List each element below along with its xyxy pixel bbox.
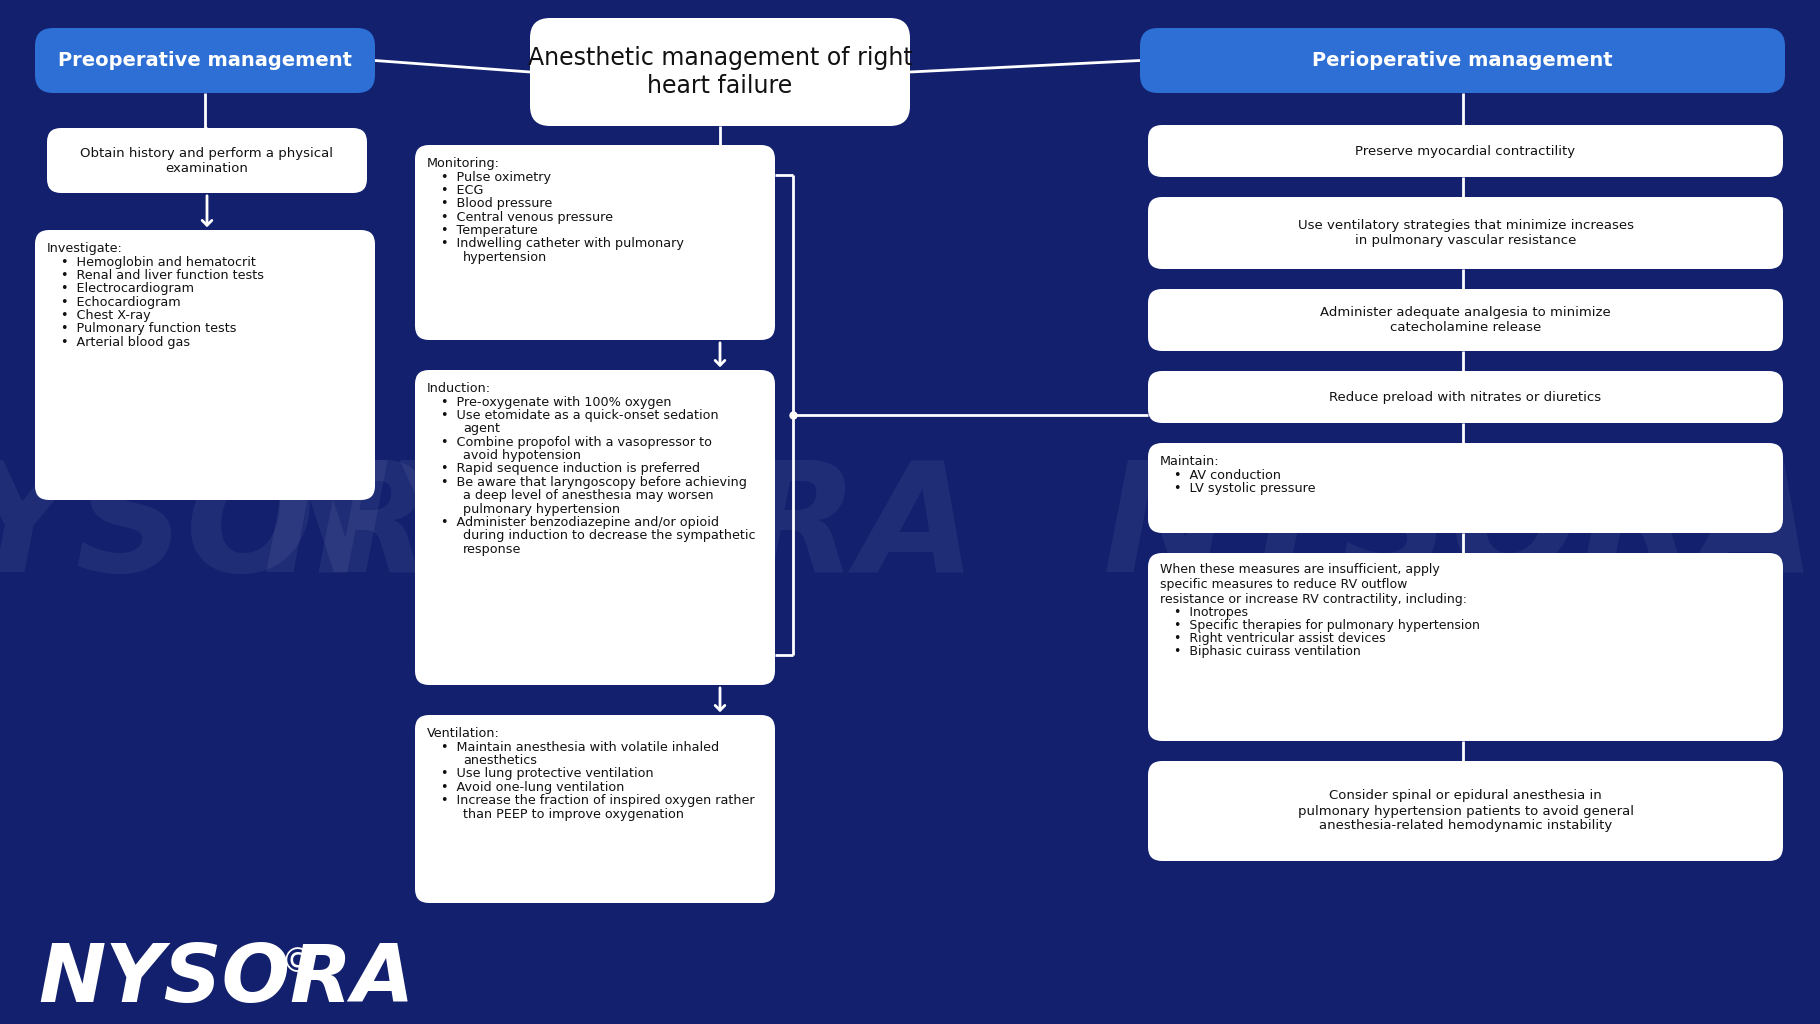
Text: hypertension: hypertension xyxy=(462,251,548,264)
Text: Obtain history and perform a physical
examination: Obtain history and perform a physical ex… xyxy=(80,146,333,174)
Text: •  Be aware that laryngoscopy before achieving: • Be aware that laryngoscopy before achi… xyxy=(440,476,746,488)
Text: •  LV systolic pressure: • LV systolic pressure xyxy=(1174,482,1316,496)
FancyBboxPatch shape xyxy=(35,28,375,93)
Text: anesthetics: anesthetics xyxy=(462,754,537,767)
FancyBboxPatch shape xyxy=(1148,197,1784,269)
FancyBboxPatch shape xyxy=(47,128,368,193)
Text: Induction:: Induction: xyxy=(428,382,491,395)
Text: •  Echocardiogram: • Echocardiogram xyxy=(62,296,180,309)
Text: Reduce preload with nitrates or diuretics: Reduce preload with nitrates or diuretic… xyxy=(1329,390,1602,403)
FancyBboxPatch shape xyxy=(1148,761,1784,861)
Text: •  Blood pressure: • Blood pressure xyxy=(440,198,551,211)
Text: •  Use etomidate as a quick-onset sedation: • Use etomidate as a quick-onset sedatio… xyxy=(440,410,719,422)
Text: than PEEP to improve oxygenation: than PEEP to improve oxygenation xyxy=(462,808,684,820)
Text: Maintain:: Maintain: xyxy=(1159,455,1219,468)
Text: Anesthetic management of right
heart failure: Anesthetic management of right heart fai… xyxy=(528,46,912,98)
Text: Administer adequate analgesia to minimize
catecholamine release: Administer adequate analgesia to minimiz… xyxy=(1320,306,1611,334)
Text: •  Chest X-ray: • Chest X-ray xyxy=(62,309,151,323)
Text: ©: © xyxy=(280,946,313,980)
Text: •  Avoid one-lung ventilation: • Avoid one-lung ventilation xyxy=(440,781,624,794)
FancyBboxPatch shape xyxy=(1148,289,1784,351)
Text: NYSORA: NYSORA xyxy=(0,456,551,604)
Text: Use ventilatory strategies that minimize increases
in pulmonary vascular resista: Use ventilatory strategies that minimize… xyxy=(1298,219,1634,247)
Text: •  Hemoglobin and hematocrit: • Hemoglobin and hematocrit xyxy=(62,256,257,268)
Text: a deep level of anesthesia may worsen: a deep level of anesthesia may worsen xyxy=(462,489,713,502)
Text: •  Maintain anesthesia with volatile inhaled: • Maintain anesthesia with volatile inha… xyxy=(440,740,719,754)
Text: during induction to decrease the sympathetic: during induction to decrease the sympath… xyxy=(462,529,755,542)
Text: •  Administer benzodiazepine and/or opioid: • Administer benzodiazepine and/or opioi… xyxy=(440,516,719,528)
Text: response: response xyxy=(462,543,521,556)
Text: •  Pre-oxygenate with 100% oxygen: • Pre-oxygenate with 100% oxygen xyxy=(440,396,672,409)
Text: •  Arterial blood gas: • Arterial blood gas xyxy=(62,336,189,349)
FancyBboxPatch shape xyxy=(35,230,375,500)
FancyBboxPatch shape xyxy=(1139,28,1785,93)
Text: pulmonary hypertension: pulmonary hypertension xyxy=(462,503,621,515)
Text: •  Use lung protective ventilation: • Use lung protective ventilation xyxy=(440,767,653,780)
FancyBboxPatch shape xyxy=(530,18,910,126)
Text: •  Rapid sequence induction is preferred: • Rapid sequence induction is preferred xyxy=(440,463,701,475)
FancyBboxPatch shape xyxy=(415,715,775,903)
Text: •  ECG: • ECG xyxy=(440,184,484,198)
Text: Preserve myocardial contractility: Preserve myocardial contractility xyxy=(1356,144,1576,158)
FancyBboxPatch shape xyxy=(1148,125,1784,177)
Text: •  Specific therapies for pulmonary hypertension: • Specific therapies for pulmonary hyper… xyxy=(1174,620,1480,632)
Text: Perioperative management: Perioperative management xyxy=(1312,51,1613,70)
Text: •  Biphasic cuirass ventilation: • Biphasic cuirass ventilation xyxy=(1174,645,1361,658)
FancyBboxPatch shape xyxy=(415,145,775,340)
FancyBboxPatch shape xyxy=(1148,443,1784,534)
Text: •  Indwelling catheter with pulmonary: • Indwelling catheter with pulmonary xyxy=(440,238,684,251)
Text: avoid hypotension: avoid hypotension xyxy=(462,450,581,462)
Text: •  Central venous pressure: • Central venous pressure xyxy=(440,211,613,224)
Text: •  Right ventricular assist devices: • Right ventricular assist devices xyxy=(1174,632,1385,645)
Text: Ventilation:: Ventilation: xyxy=(428,727,501,740)
FancyBboxPatch shape xyxy=(1148,553,1784,741)
Text: •  Combine propofol with a vasopressor to: • Combine propofol with a vasopressor to xyxy=(440,436,712,449)
Text: Consider spinal or epidural anesthesia in
pulmonary hypertension patients to avo: Consider spinal or epidural anesthesia i… xyxy=(1298,790,1634,833)
Text: NYSORA: NYSORA xyxy=(1103,456,1816,604)
Text: •  Temperature: • Temperature xyxy=(440,224,537,238)
Text: Preoperative management: Preoperative management xyxy=(58,51,351,70)
Text: •  Increase the fraction of inspired oxygen rather: • Increase the fraction of inspired oxyg… xyxy=(440,795,755,807)
Text: •  AV conduction: • AV conduction xyxy=(1174,469,1281,482)
FancyBboxPatch shape xyxy=(1148,371,1784,423)
Text: NYSORA: NYSORA xyxy=(38,941,415,1019)
Text: Monitoring:: Monitoring: xyxy=(428,157,501,170)
Text: •  Inotropes: • Inotropes xyxy=(1174,606,1249,620)
FancyBboxPatch shape xyxy=(415,370,775,685)
Text: •  Electrocardiogram: • Electrocardiogram xyxy=(62,283,195,296)
Text: agent: agent xyxy=(462,423,501,435)
Text: •  Pulse oximetry: • Pulse oximetry xyxy=(440,171,551,183)
Text: •  Pulmonary function tests: • Pulmonary function tests xyxy=(62,323,237,336)
Text: •  Renal and liver function tests: • Renal and liver function tests xyxy=(62,269,264,283)
Text: When these measures are insufficient, apply
specific measures to reduce RV outfl: When these measures are insufficient, ap… xyxy=(1159,563,1467,606)
Text: NYSORA: NYSORA xyxy=(262,456,977,604)
Text: Investigate:: Investigate: xyxy=(47,242,124,255)
